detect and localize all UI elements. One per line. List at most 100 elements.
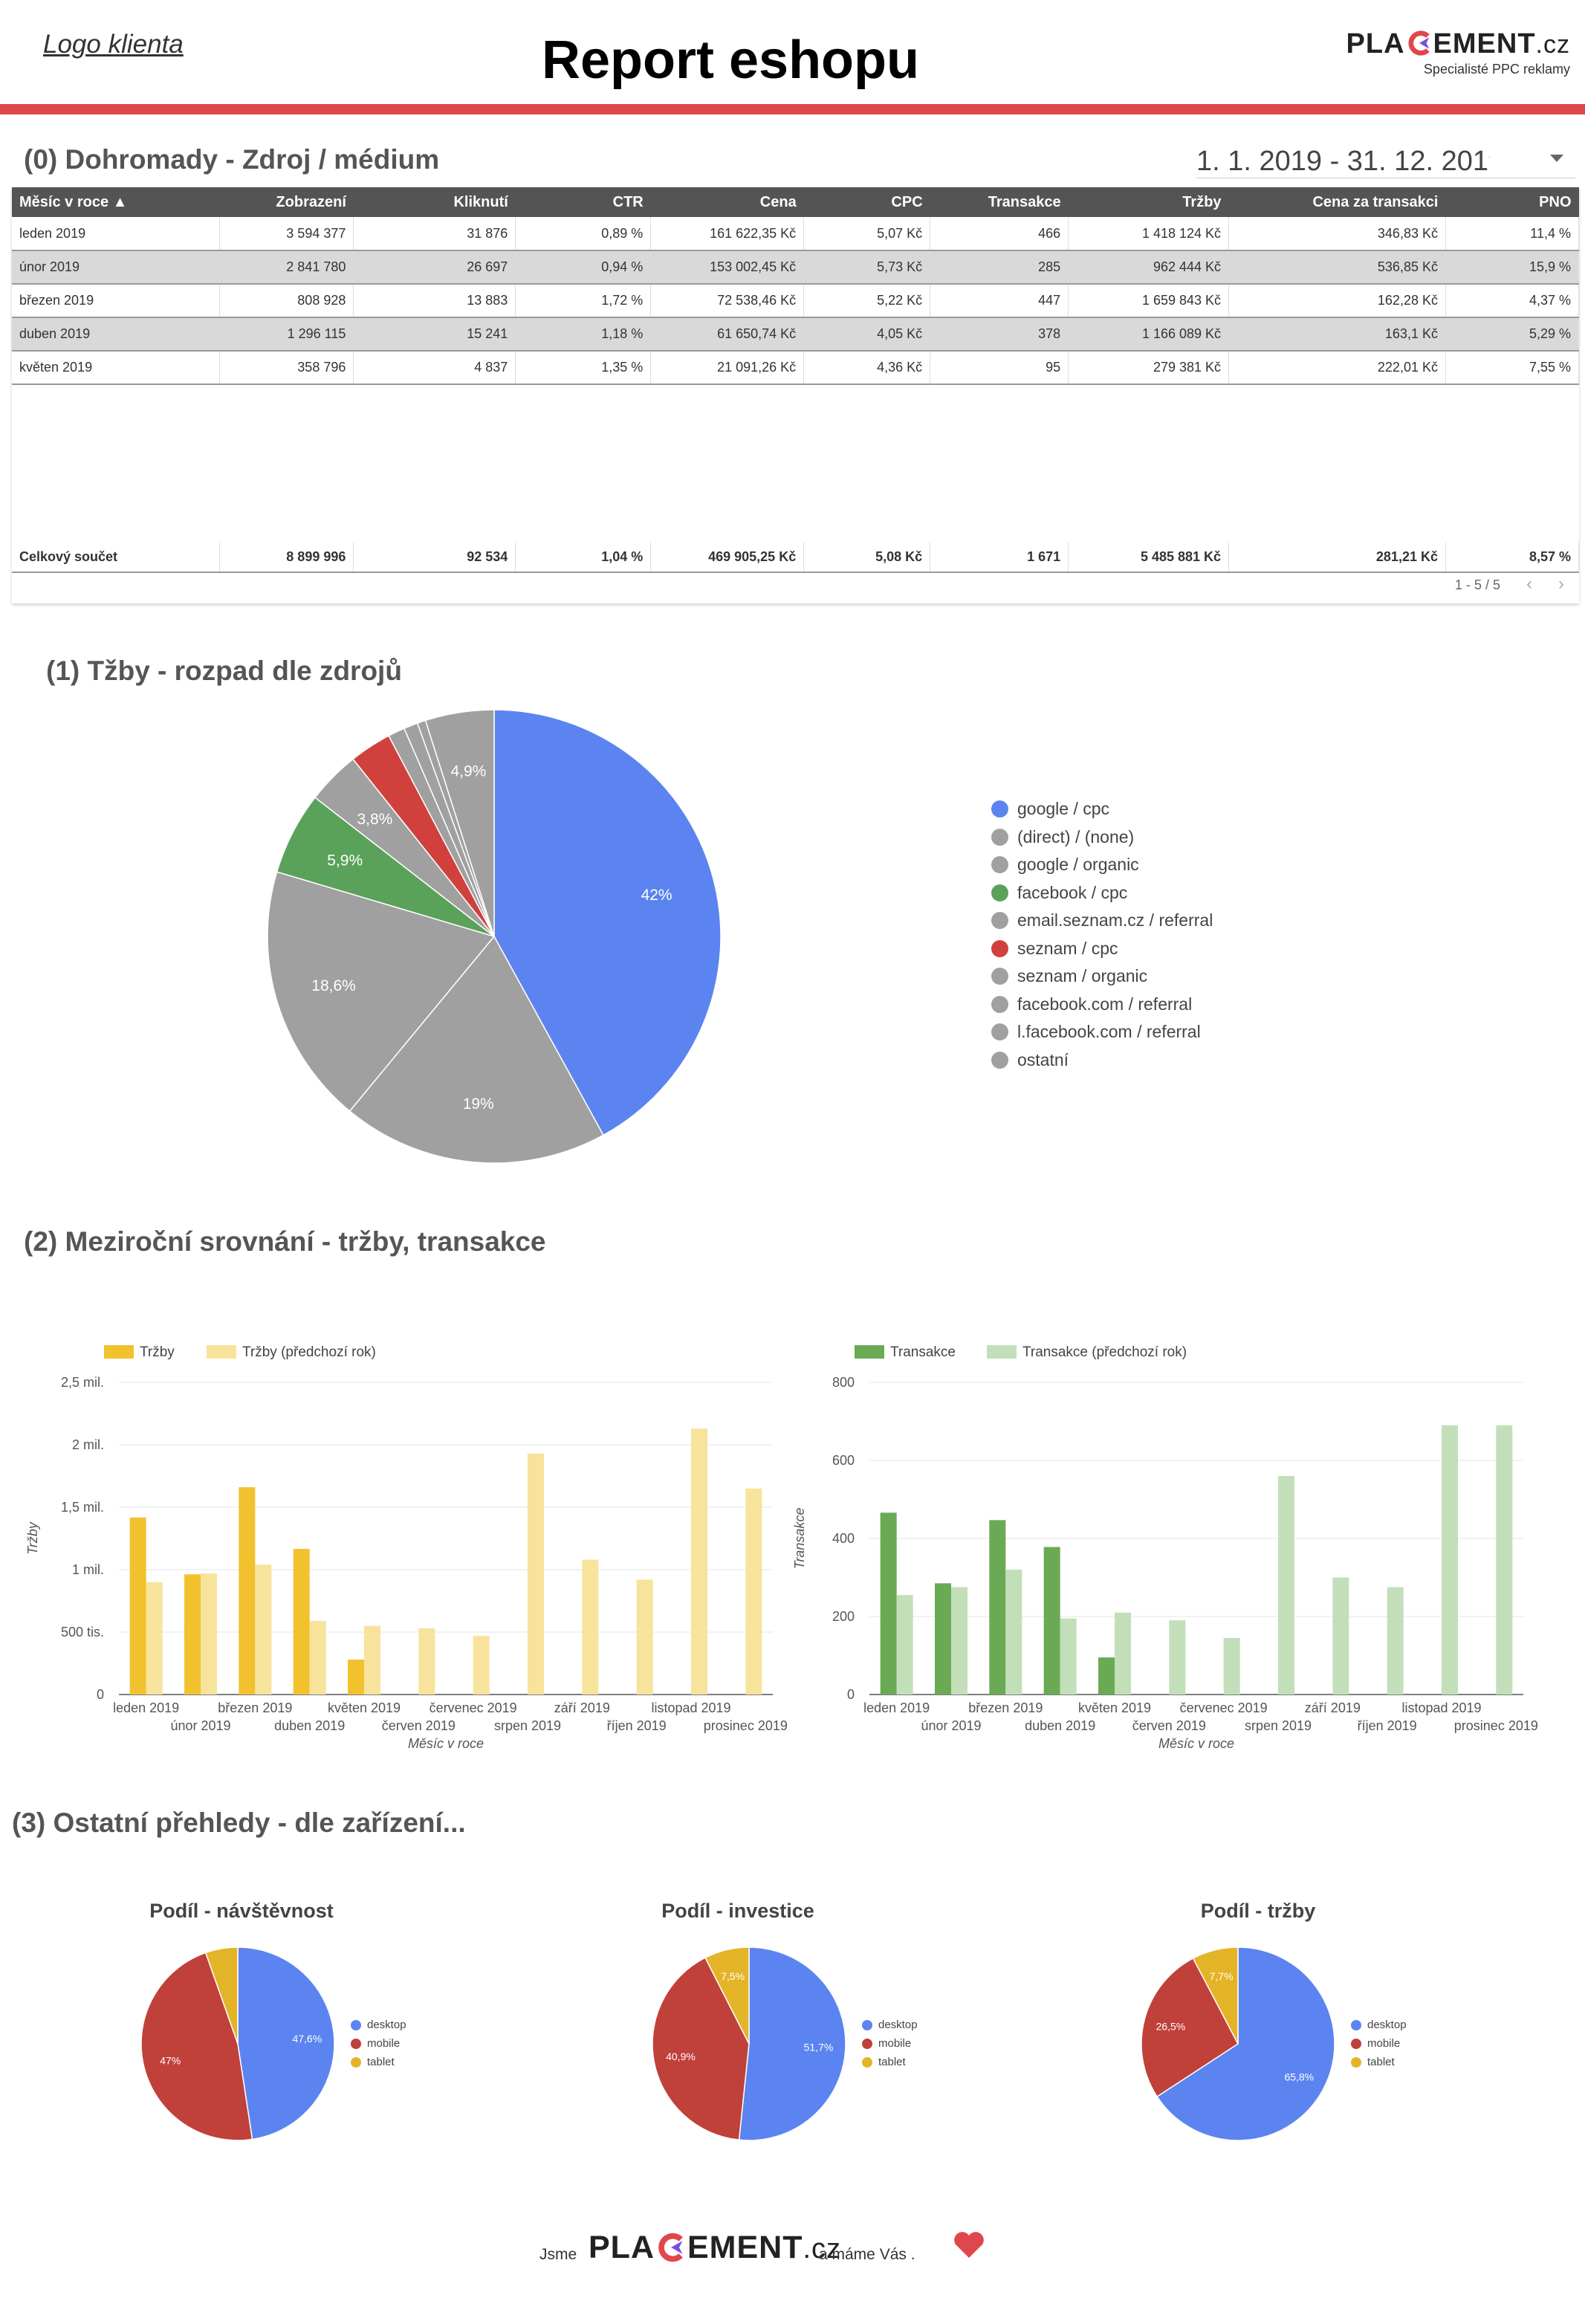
bar[interactable]: [239, 1487, 256, 1695]
table-row: květen 2019 358 796 4 837 1,35 % 21 091,26 K…: [12, 351, 1580, 385]
legend-item[interactable]: tablet: [351, 2053, 406, 2071]
pie-slice[interactable]: [493, 709, 722, 1136]
bar[interactable]: [636, 1579, 653, 1695]
legend-item[interactable]: mobile: [862, 2034, 918, 2053]
table-cell: 26 697: [353, 250, 516, 285]
y-tick-label: 600: [832, 1453, 855, 1468]
table-cell: 161 622,35 Kč: [650, 217, 805, 251]
column-header-transactions[interactable]: Transakce: [930, 187, 1069, 217]
table-cell: 4,37 %: [1445, 284, 1580, 318]
bar[interactable]: [1169, 1620, 1186, 1695]
legend-item[interactable]: tablet: [1351, 2053, 1407, 2071]
bar[interactable]: [935, 1583, 951, 1695]
pie-slice-label: 40,9%: [666, 2051, 696, 2062]
legend-item[interactable]: l.facebook.com / referral: [991, 1018, 1213, 1046]
bar[interactable]: [880, 1512, 897, 1695]
legend-item[interactable]: google / organic: [991, 851, 1213, 879]
bar[interactable]: [691, 1428, 707, 1695]
bar[interactable]: [1496, 1425, 1513, 1695]
legend-swatch: [855, 1345, 884, 1359]
bar[interactable]: [896, 1595, 913, 1695]
bar[interactable]: [582, 1559, 599, 1695]
bar[interactable]: [309, 1620, 326, 1695]
total-cell: 92 534: [353, 543, 516, 573]
y-tick-label: 2 mil.: [72, 1437, 104, 1452]
column-header-cost-per-transaction[interactable]: Cena za transakci: [1228, 187, 1446, 217]
dropdown-arrow-icon[interactable]: [1550, 155, 1563, 162]
pie-slice[interactable]: [1141, 1957, 1239, 2098]
legend-item[interactable]: seznam / cpc: [991, 935, 1213, 963]
column-header-month[interactable]: Měsíc v roce ▲: [12, 187, 220, 217]
table-cell: 962 444 Kč: [1068, 250, 1230, 285]
date-range-selector[interactable]: 1. 1. 2019 - 31. 12. 2019: [1196, 143, 1575, 178]
legend-item[interactable]: mobile: [351, 2034, 406, 2053]
legend-label: google / cpc: [1017, 799, 1110, 819]
bar[interactable]: [255, 1564, 272, 1695]
bar[interactable]: [1115, 1612, 1131, 1695]
legend-item[interactable]: email.seznam.cz / referral: [991, 907, 1213, 935]
legend-item[interactable]: facebook / cpc: [991, 879, 1213, 907]
pie-slice[interactable]: [1156, 1946, 1335, 2141]
legend-item[interactable]: desktop: [1351, 2016, 1407, 2034]
next-page-icon[interactable]: ›: [1558, 574, 1564, 594]
column-header-pno[interactable]: PNO: [1445, 187, 1579, 217]
legend-item[interactable]: mobile: [1351, 2034, 1407, 2053]
device-revenue-pie-chart: 65,8% 26,5% 7,7%: [1141, 1946, 1335, 2141]
pie-slice[interactable]: [204, 1946, 239, 2045]
column-header-ctr[interactable]: CTR: [515, 187, 651, 217]
bar[interactable]: [418, 1628, 435, 1695]
bar[interactable]: [1060, 1618, 1077, 1695]
legend-label: Tržby (předchozí rok): [242, 1344, 376, 1360]
legend-item[interactable]: desktop: [351, 2016, 406, 2034]
legend-item[interactable]: tablet: [862, 2053, 918, 2071]
pie-slice[interactable]: [704, 1946, 750, 2045]
bar[interactable]: [745, 1488, 762, 1695]
legend-label: (direct) / (none): [1017, 826, 1135, 847]
bar[interactable]: [1043, 1547, 1060, 1695]
bar[interactable]: [129, 1517, 146, 1695]
bar[interactable]: [1442, 1425, 1458, 1695]
bar[interactable]: [184, 1574, 201, 1695]
pie-slice[interactable]: [267, 871, 496, 1113]
bar[interactable]: [473, 1636, 490, 1695]
column-header-impressions[interactable]: Zobrazení: [219, 187, 354, 217]
legend-item[interactable]: ostatní: [991, 1046, 1213, 1075]
bar[interactable]: [364, 1625, 380, 1695]
client-logo[interactable]: Logo klienta: [43, 30, 184, 59]
pie-slice[interactable]: [652, 1957, 750, 2141]
bar[interactable]: [989, 1520, 1006, 1695]
pie-slice[interactable]: [738, 1946, 846, 2141]
pie-slice[interactable]: [349, 935, 604, 1164]
legend-item[interactable]: facebook.com / referral: [991, 991, 1213, 1019]
bar[interactable]: [1387, 1587, 1404, 1695]
column-header-cost[interactable]: Cena: [650, 187, 804, 217]
legend-dot-icon: [991, 856, 1008, 874]
legend-item[interactable]: desktop: [862, 2016, 918, 2034]
bar[interactable]: [293, 1549, 310, 1695]
pie-slice[interactable]: [1192, 1946, 1239, 2045]
column-header-revenue[interactable]: Tržby: [1068, 187, 1229, 217]
prev-page-icon[interactable]: ‹: [1526, 574, 1532, 594]
legend-item[interactable]: (direct) / (none): [991, 823, 1213, 852]
bar[interactable]: [528, 1453, 544, 1695]
legend-item[interactable]: google / cpc: [991, 795, 1213, 823]
legend-item[interactable]: seznam / organic: [991, 962, 1213, 991]
table-cell: 222,01 Kč: [1228, 351, 1446, 385]
column-header-cpc[interactable]: CPC: [803, 187, 930, 217]
pie-slice[interactable]: [140, 1952, 253, 2141]
bar[interactable]: [1223, 1637, 1240, 1695]
pie-slice[interactable]: [237, 1946, 335, 2140]
bar[interactable]: [1005, 1570, 1022, 1695]
bar[interactable]: [951, 1587, 967, 1695]
column-header-clicks[interactable]: Kliknutí: [353, 187, 516, 217]
bar[interactable]: [1278, 1476, 1294, 1695]
x-axis-label: Měsíc v roce: [408, 1736, 484, 1751]
bar[interactable]: [146, 1582, 163, 1695]
bar[interactable]: [1332, 1577, 1349, 1695]
bar[interactable]: [201, 1573, 217, 1695]
bar[interactable]: [1098, 1657, 1115, 1695]
x-tick-label: listopad 2019: [1401, 1700, 1481, 1715]
x-tick-label: červenec 2019: [1180, 1700, 1268, 1715]
bar[interactable]: [348, 1660, 364, 1695]
pie-slice[interactable]: [424, 709, 495, 937]
